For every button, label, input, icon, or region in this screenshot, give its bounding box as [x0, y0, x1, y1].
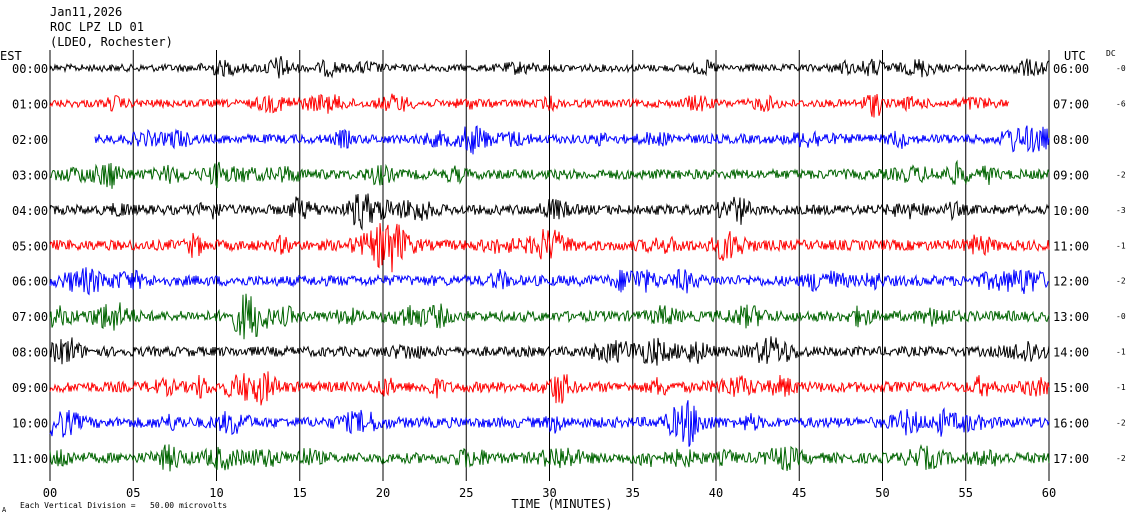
x-axis-title: TIME (MINUTES): [511, 497, 612, 511]
est-hour-label: 06:00: [12, 275, 48, 289]
utc-hour-label: 11:00: [1053, 239, 1089, 253]
utc-hour-label: 10:00: [1053, 204, 1089, 218]
dc-offset-label: -3: [1116, 206, 1126, 215]
utc-hour-label: 08:00: [1053, 133, 1089, 147]
est-hour-label: 09:00: [12, 381, 48, 395]
dc-offset-label: -6: [1116, 99, 1126, 108]
utc-hour-label: 17:00: [1053, 452, 1089, 466]
trace-line-0000: [49, 55, 1050, 79]
header-network: (LDEO, Rochester): [50, 35, 173, 49]
dc-offset-label: -0: [1116, 64, 1126, 73]
x-tick-label: 15: [293, 486, 307, 500]
dc-offset-label: -2: [1116, 277, 1126, 286]
trace-line-0500: [49, 223, 1050, 273]
corner-mark: A: [2, 506, 7, 514]
est-hour-label: 04:00: [12, 204, 48, 218]
dc-offset-label: -1: [1116, 348, 1126, 357]
est-axis-label: EST: [0, 49, 22, 63]
utc-axis-label: UTC: [1064, 49, 1086, 63]
header-station: ROC LPZ LD 01: [50, 20, 144, 34]
dc-offset-label: -2: [1116, 454, 1126, 463]
x-tick-label: 55: [959, 486, 973, 500]
trace-line-0700: [49, 293, 1050, 340]
est-hour-label: 05:00: [12, 239, 48, 253]
est-hour-label: 00:00: [12, 62, 48, 76]
row-labels: 00:00 06:00 -0 01:00 07:00 -6 02:00 08:00 03:00 0…: [12, 62, 1126, 466]
trace-line-0600: [49, 267, 1050, 296]
x-tick-label: 25: [459, 486, 473, 500]
x-tick-label: 10: [209, 486, 223, 500]
est-hour-label: 02:00: [12, 133, 48, 147]
x-tick-label: 50: [875, 486, 889, 500]
dc-offset-label: -2: [1116, 419, 1126, 428]
dc-offset-label: -0: [1116, 312, 1126, 321]
trace-line-0400: [49, 193, 1050, 231]
est-hour-label: 11:00: [12, 452, 48, 466]
dc-offset-label: -1: [1116, 241, 1126, 250]
x-tick-label: 40: [709, 486, 723, 500]
header-date: Jan11,2026: [50, 5, 122, 19]
dc-label: DC: [1106, 49, 1116, 58]
utc-hour-label: 16:00: [1053, 417, 1089, 431]
est-hour-label: 01:00: [12, 97, 48, 111]
trace-line-0100: [49, 93, 1010, 118]
trace-line-1100: [49, 443, 1050, 472]
utc-hour-label: 06:00: [1053, 62, 1089, 76]
utc-hour-label: 09:00: [1053, 168, 1089, 182]
x-tick-label: 45: [792, 486, 806, 500]
utc-hour-label: 13:00: [1053, 310, 1089, 324]
utc-hour-label: 07:00: [1053, 97, 1089, 111]
trace-line-0300: [49, 159, 1050, 189]
trace-line-0200: [94, 125, 1050, 155]
est-hour-label: 08:00: [12, 346, 48, 360]
utc-hour-label: 14:00: [1053, 346, 1089, 360]
seismic-traces: [49, 55, 1050, 472]
trace-line-0900: [49, 371, 1050, 406]
vertical-division-note: Each Vertical Division = 50.00 microvolt…: [20, 501, 227, 510]
utc-hour-label: 15:00: [1053, 381, 1089, 395]
est-hour-label: 10:00: [12, 417, 48, 431]
x-tick-label: 20: [376, 486, 390, 500]
dc-offset-label: -2: [1116, 170, 1126, 179]
dc-offset-label: -1: [1116, 383, 1126, 392]
x-tick-label: 35: [626, 486, 640, 500]
x-tick-label: 30: [542, 486, 556, 500]
utc-hour-label: 12:00: [1053, 275, 1089, 289]
x-axis: 00 05 10 15 20 25 30 35 40 45 50 55 60: [43, 476, 1056, 500]
grid-lines: [49, 50, 1050, 476]
trace-line-0800: [49, 336, 1050, 366]
trace-line-1000: [49, 400, 1050, 447]
est-hour-label: 07:00: [12, 310, 48, 324]
x-tick-label: 00: [43, 486, 57, 500]
x-tick-label: 60: [1042, 486, 1056, 500]
est-hour-label: 03:00: [12, 168, 48, 182]
x-tick-label: 05: [126, 486, 140, 500]
